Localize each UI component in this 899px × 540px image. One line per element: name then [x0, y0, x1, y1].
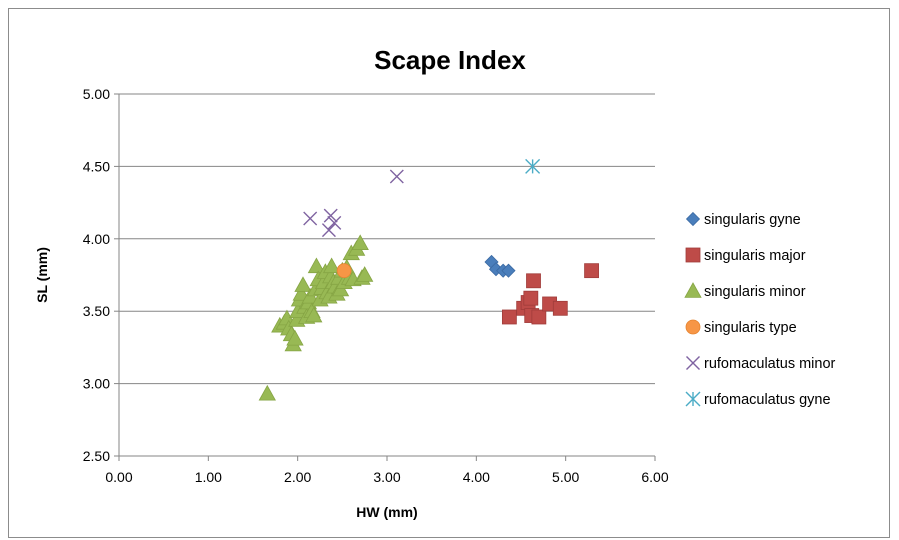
x-tick-label: 3.00 [373, 469, 400, 485]
x-tick-label: 6.00 [641, 469, 668, 485]
axes: 2.50 3.00 3.50 4.00 4.50 5.00 0.00 1.00 2.00 3.00… [83, 86, 669, 485]
legend-item: singularis type [685, 319, 797, 336]
data-point [552, 300, 568, 316]
x-tick-label: 0.00 [105, 469, 132, 485]
legend-item: singularis gyne [685, 211, 801, 228]
legend-label: singularis gyne [704, 212, 801, 228]
data-point [307, 257, 326, 274]
legend-label: singularis type [704, 320, 797, 336]
data-point [584, 263, 599, 279]
legend-marker [685, 319, 701, 335]
legend-marker [684, 282, 702, 298]
data-point [323, 208, 338, 223]
legend-label: rufomaculatus gyne [704, 392, 831, 408]
data-point [355, 266, 374, 282]
data-point [525, 158, 541, 174]
legend-item: singularis major [685, 247, 806, 264]
y-axis-label: SL (mm) [34, 247, 50, 303]
data-point [321, 223, 336, 238]
x-tick-label: 1.00 [195, 469, 222, 485]
data-point [294, 276, 312, 292]
x-tick-label: 2.00 [284, 469, 311, 485]
data-points [258, 158, 599, 401]
y-tick-label: 3.50 [83, 303, 110, 319]
data-point [389, 169, 404, 184]
x-tick-label: 4.00 [463, 469, 490, 485]
data-point [501, 263, 516, 278]
data-point [351, 234, 369, 250]
data-point [523, 290, 539, 306]
chart-title: Scape Index [374, 45, 526, 75]
data-point [501, 309, 517, 325]
data-point [531, 309, 547, 325]
legend-marker [685, 247, 701, 263]
y-tick-label: 3.00 [83, 376, 110, 392]
legend-marker [686, 356, 700, 370]
legend-marker [685, 211, 701, 227]
x-axis-label: HW (mm) [356, 504, 417, 520]
legend: singularis gyne singularis major singulari… [684, 211, 836, 408]
chart-svg: Scape Index 2.50 3.00 3.50 4.00 4.50 5.00 0.00… [34, 45, 836, 520]
legend-label: singularis major [704, 248, 806, 264]
gridlines [119, 93, 655, 457]
data-point [336, 263, 352, 279]
legend-item: rufomaculatus minor [686, 356, 836, 372]
legend-label: singularis minor [704, 284, 806, 300]
y-tick-label: 4.00 [83, 231, 110, 247]
data-point [292, 285, 310, 301]
legend-item: rufomaculatus gyne [685, 391, 831, 408]
data-point [258, 384, 276, 401]
data-point [322, 257, 341, 274]
y-tick-label: 5.00 [83, 86, 110, 102]
data-point [327, 215, 342, 230]
y-tick-label: 2.50 [83, 448, 110, 464]
legend-item: singularis minor [684, 282, 806, 300]
data-point [286, 329, 304, 346]
legend-marker [685, 391, 701, 407]
x-tick-label: 5.00 [552, 469, 579, 485]
legend-label: rufomaculatus minor [704, 356, 836, 372]
data-point [305, 306, 323, 323]
data-point [526, 273, 541, 289]
y-tick-label: 4.50 [83, 158, 110, 174]
data-point [303, 211, 318, 226]
chart-area: Scape Index 2.50 3.00 3.50 4.00 4.50 5.00 0.00… [8, 8, 890, 538]
